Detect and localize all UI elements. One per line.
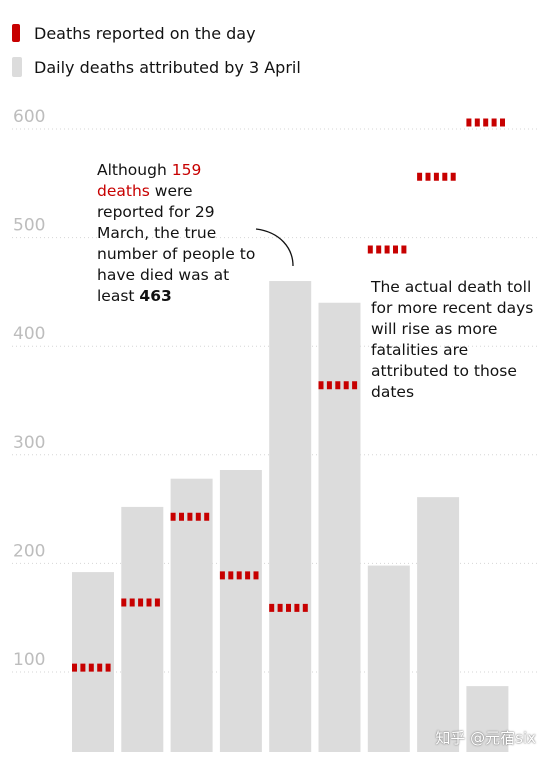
bar-attributed xyxy=(170,478,213,752)
y-tick-label: 300 xyxy=(13,433,45,453)
y-tick-label: 400 xyxy=(13,324,45,344)
bar-attributed xyxy=(219,470,262,752)
annotation-text: Although xyxy=(97,161,172,179)
legend: Deaths reported on the day Daily deaths … xyxy=(12,16,301,84)
grid-layer: 100 200 300 400 500 600 xyxy=(12,107,538,673)
bar-layer xyxy=(72,281,509,752)
bar-attributed xyxy=(466,686,509,752)
annotation-highlight-bold: 463 xyxy=(139,287,172,305)
legend-item-attributed: Daily deaths attributed by 3 April xyxy=(12,50,301,84)
legend-swatch-red-icon xyxy=(12,24,20,42)
y-tick-label: 600 xyxy=(13,107,45,127)
annotation-text: were reported for 29 March, the true num… xyxy=(97,182,256,305)
y-tick-label: 100 xyxy=(13,650,45,670)
reported-mark-layer xyxy=(72,118,509,672)
annotation-29-march: Although 159 deaths were reported for 29… xyxy=(97,160,257,307)
bar-attributed xyxy=(269,281,312,752)
legend-label-attributed: Daily deaths attributed by 3 April xyxy=(34,57,301,77)
legend-label-reported: Deaths reported on the day xyxy=(34,23,256,43)
bar-attributed xyxy=(72,572,114,752)
bar-attributed xyxy=(121,506,164,752)
bar-attributed xyxy=(318,302,361,752)
y-tick-label: 200 xyxy=(13,541,45,561)
watermark: 知乎 @元宿six xyxy=(435,729,536,747)
bar-attributed xyxy=(417,497,460,752)
bar-attributed xyxy=(367,565,410,752)
legend-item-reported: Deaths reported on the day xyxy=(12,16,301,50)
annotation-recent-days: The actual death toll for more recent da… xyxy=(371,278,534,401)
annotation-arrow xyxy=(255,228,294,267)
annotation-highlight-red: 159 deaths xyxy=(97,161,202,200)
y-tick-label: 500 xyxy=(13,216,45,236)
legend-swatch-grey-icon xyxy=(12,57,22,77)
